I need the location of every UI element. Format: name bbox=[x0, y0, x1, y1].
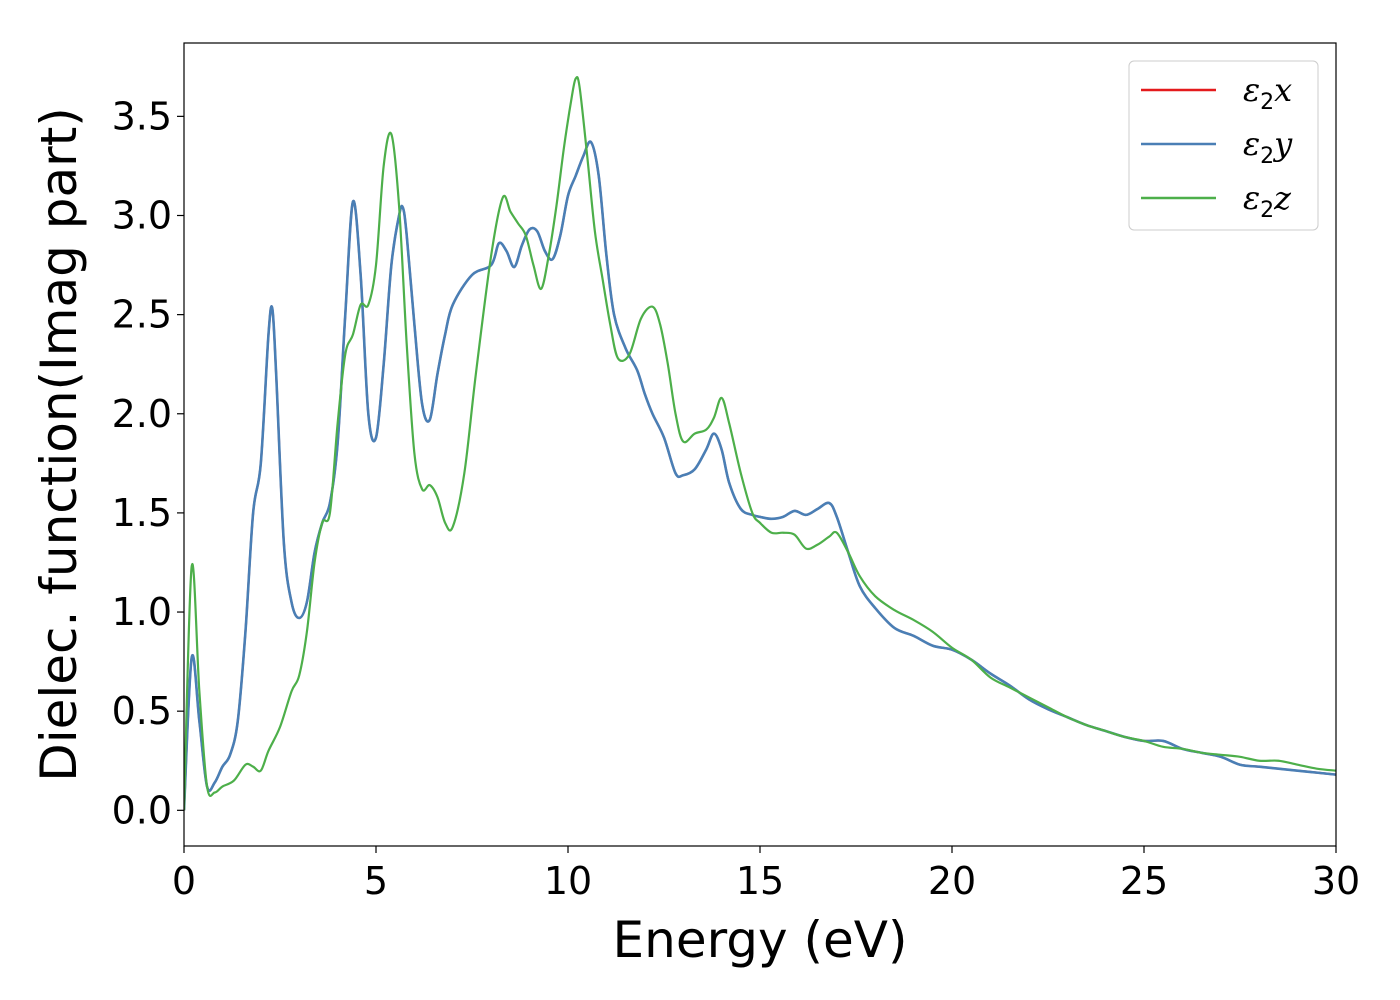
y-tick-label: 1.0 bbox=[112, 590, 172, 634]
y-tick-label: 2.5 bbox=[112, 293, 172, 337]
x-tick-label: 5 bbox=[364, 859, 388, 903]
y-axis-label: Dielec. function(Imag part) bbox=[30, 107, 88, 782]
y-tick-label: 2.0 bbox=[112, 392, 172, 436]
x-axis-label: Energy (eV) bbox=[613, 911, 908, 969]
legend: ε2x ε2y ε2z bbox=[1128, 60, 1319, 231]
x-tick-label: 30 bbox=[1312, 859, 1360, 903]
series-line-z bbox=[184, 75, 1336, 811]
y-axis-ticks: 0.0 0.5 1.0 1.5 2.0 2.5 3.0 3.5 bbox=[112, 94, 184, 832]
y-tick-label: 3.0 bbox=[112, 193, 172, 237]
y-tick-label: 3.5 bbox=[112, 94, 172, 138]
series-layer bbox=[184, 75, 1336, 811]
series-line-y bbox=[184, 140, 1336, 811]
x-tick-label: 20 bbox=[928, 859, 976, 903]
legend-label-x: ε2x bbox=[1243, 71, 1292, 115]
legend-label-z: ε2z bbox=[1243, 179, 1292, 223]
x-tick-label: 0 bbox=[172, 859, 196, 903]
x-tick-label: 25 bbox=[1120, 859, 1168, 903]
legend-box bbox=[1128, 60, 1319, 231]
y-tick-label: 0.0 bbox=[112, 788, 172, 832]
y-tick-label: 1.5 bbox=[112, 491, 172, 535]
series-line-x bbox=[184, 140, 1336, 811]
x-tick-label: 10 bbox=[544, 859, 592, 903]
legend-label-y: ε2y bbox=[1243, 125, 1293, 169]
y-tick-label: 0.5 bbox=[112, 689, 172, 733]
x-axis-ticks: 0 5 10 15 20 25 30 bbox=[172, 846, 1360, 903]
x-tick-label: 15 bbox=[736, 859, 784, 903]
